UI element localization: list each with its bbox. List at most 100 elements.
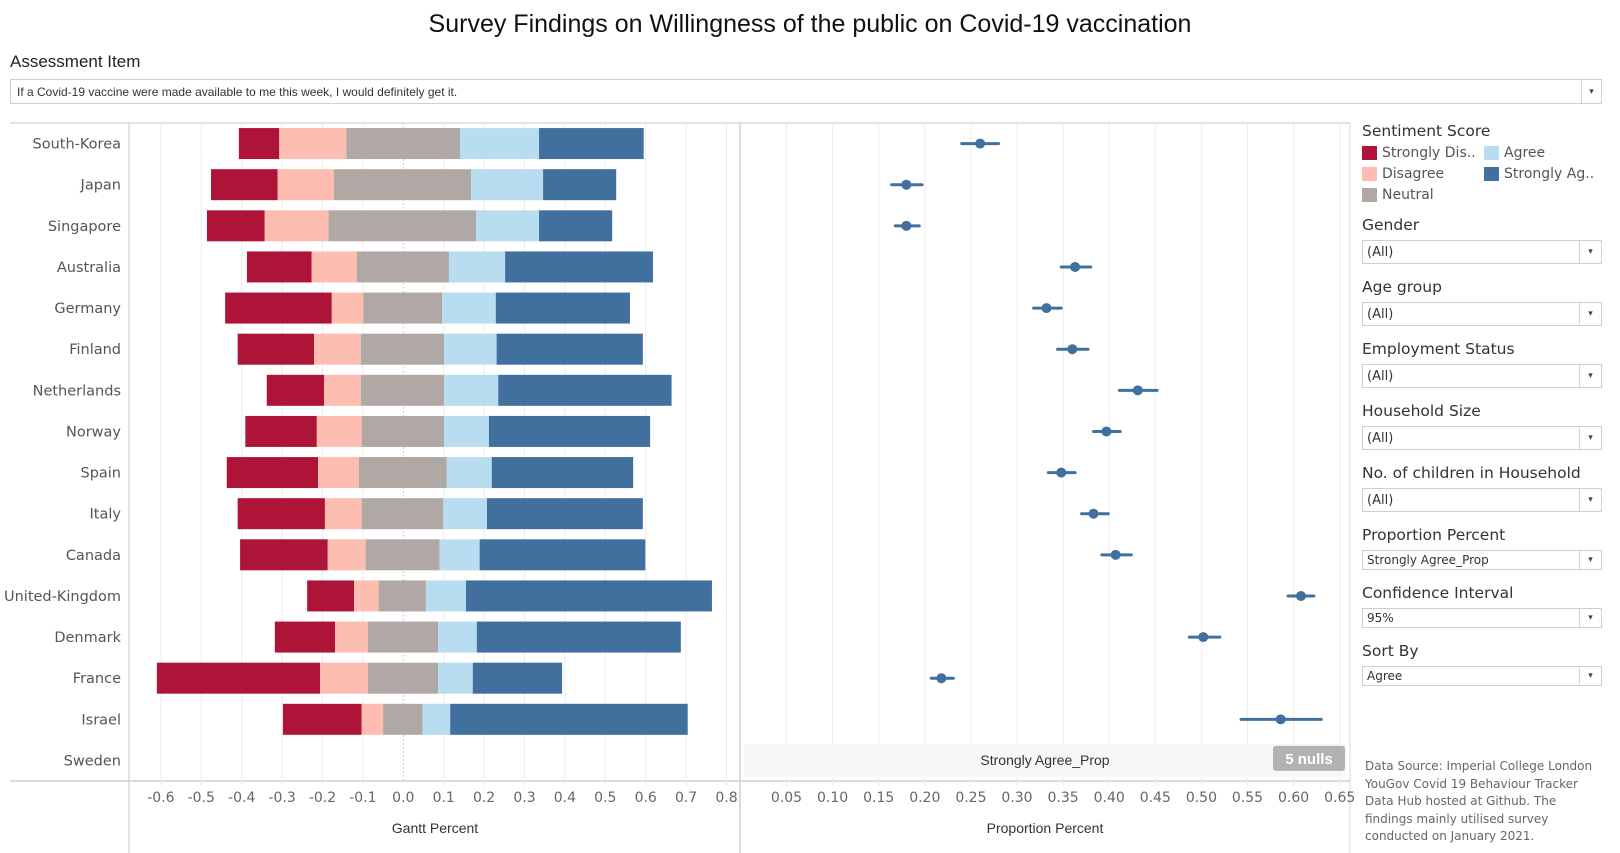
legend-item-disagree[interactable]: Disagree xyxy=(1362,164,1484,183)
bar-agree xyxy=(448,251,506,283)
assessment-item-label: Assessment Item xyxy=(10,52,141,71)
x-tick-label: 0.0 xyxy=(392,790,414,806)
dropdown-value: (All) xyxy=(1367,493,1394,508)
legend-item-strongly-disagree[interactable]: Strongly Dis.. xyxy=(1362,143,1484,162)
filter-household-size: Household Size (All) ▾ xyxy=(1362,402,1620,450)
bar-disagree xyxy=(311,251,357,283)
chevron-down-icon[interactable]: ▾ xyxy=(1579,489,1601,511)
bar-strongly-agree xyxy=(465,580,712,612)
bar-strongly-agree xyxy=(491,457,634,489)
bar-agree xyxy=(471,169,544,201)
ci-point xyxy=(1088,508,1099,519)
filter-proportion-percent: Proportion Percent Strongly Agree_Prop ▾ xyxy=(1362,526,1620,570)
bar-neutral xyxy=(367,662,439,694)
proportion-percent-dropdown[interactable]: Strongly Agree_Prop ▾ xyxy=(1362,550,1602,570)
bar-agree xyxy=(425,580,466,612)
null-band: Strongly Agree_Prop 5 nulls xyxy=(744,743,1346,777)
ci-point xyxy=(1132,385,1143,396)
sentiment-legend: Strongly Dis.. Agree Disagree Strongly A… xyxy=(1362,143,1620,204)
bar-disagree xyxy=(354,580,379,612)
bar-strongly-agree xyxy=(488,415,651,447)
legend-item-neutral[interactable]: Neutral xyxy=(1362,185,1484,204)
bar-neutral xyxy=(360,333,445,365)
chevron-down-icon[interactable]: ▾ xyxy=(1579,551,1601,569)
chevron-down-icon[interactable]: ▾ xyxy=(1579,667,1601,685)
ci-point xyxy=(1110,549,1121,560)
chevron-down-icon[interactable]: ▾ xyxy=(1579,365,1601,387)
bar-strongly-disagree xyxy=(240,539,328,571)
sidebar: Sentiment Score Strongly Dis.. Agree Dis… xyxy=(1362,122,1620,686)
measure-label: Strongly Agree_Prop xyxy=(980,752,1109,768)
bar-strongly-agree xyxy=(539,128,644,160)
bar-neutral xyxy=(346,128,461,160)
data-source-note: Data Source: Imperial College London You… xyxy=(1365,759,1593,843)
x-tick-label: 0.55 xyxy=(1232,790,1263,806)
bar-strongly-disagree xyxy=(206,210,265,242)
filter-confidence-interval: Confidence Interval 95% ▾ xyxy=(1362,584,1620,628)
age-group-dropdown[interactable]: (All) ▾ xyxy=(1362,302,1602,326)
bar-neutral xyxy=(361,498,444,530)
country-label: United-Kingdom xyxy=(4,589,121,605)
bar-strongly-agree xyxy=(495,292,630,324)
confidence-interval-dropdown[interactable]: 95% ▾ xyxy=(1362,608,1602,628)
chevron-down-icon[interactable]: ▾ xyxy=(1581,80,1601,103)
employment-status-dropdown[interactable]: (All) ▾ xyxy=(1362,364,1602,388)
bar-strongly-disagree xyxy=(237,498,325,530)
bar-strongly-disagree xyxy=(226,457,319,489)
bar-strongly-agree xyxy=(505,251,653,283)
legend-item-strongly-agree[interactable]: Strongly Ag.. xyxy=(1484,164,1614,183)
x-tick-label: -0.1 xyxy=(349,790,376,806)
ci-point xyxy=(901,179,912,190)
proportion-gridlines xyxy=(786,123,1341,786)
filter-title: Gender xyxy=(1362,216,1420,234)
country-label: Canada xyxy=(66,548,121,564)
dropdown-value: Agree xyxy=(1367,669,1403,683)
legend-swatch xyxy=(1484,166,1499,181)
filter-title: Proportion Percent xyxy=(1362,526,1506,544)
x-tick-label: -0.3 xyxy=(268,790,295,806)
gender-dropdown[interactable]: (All) ▾ xyxy=(1362,240,1602,264)
children-dropdown[interactable]: (All) ▾ xyxy=(1362,488,1602,512)
chevron-down-icon[interactable]: ▾ xyxy=(1579,427,1601,449)
country-label: Sweden xyxy=(64,753,121,769)
bar-agree xyxy=(443,498,487,530)
filter-sort-by: Sort By Agree ▾ xyxy=(1362,642,1620,686)
sort-by-dropdown[interactable]: Agree ▾ xyxy=(1362,666,1602,686)
bar-neutral xyxy=(383,703,423,735)
bar-agree xyxy=(442,292,496,324)
x-tick-label: 0.10 xyxy=(817,790,848,806)
chevron-down-icon[interactable]: ▾ xyxy=(1579,609,1601,627)
chevron-down-icon[interactable]: ▾ xyxy=(1579,303,1601,325)
ci-point xyxy=(1198,632,1209,643)
x-tick-label: 0.65 xyxy=(1324,790,1355,806)
x-tick-label: 0.25 xyxy=(955,790,986,806)
bar-strongly-disagree xyxy=(237,333,315,365)
bar-disagree xyxy=(361,703,384,735)
household-size-dropdown[interactable]: (All) ▾ xyxy=(1362,426,1602,450)
legend-label: Disagree xyxy=(1382,165,1445,182)
legend-item-agree[interactable]: Agree xyxy=(1484,143,1614,162)
country-label: Netherlands xyxy=(33,383,121,399)
x-tick-label: 0.20 xyxy=(909,790,940,806)
bar-strongly-agree xyxy=(496,333,643,365)
bar-strongly-disagree xyxy=(238,128,280,160)
ci-point xyxy=(1295,590,1306,601)
country-label: Italy xyxy=(90,507,122,523)
bar-neutral xyxy=(358,457,447,489)
bar-agree xyxy=(444,333,497,365)
nulls-badge-text: 5 nulls xyxy=(1285,751,1333,768)
chevron-down-icon[interactable]: ▾ xyxy=(1579,241,1601,263)
country-label: Spain xyxy=(80,466,121,482)
assessment-item-dropdown[interactable]: If a Covid-19 vaccine were made availabl… xyxy=(10,79,1602,104)
country-label: South-Korea xyxy=(33,137,121,153)
bar-neutral xyxy=(333,169,472,201)
x-tick-label: 0.35 xyxy=(1048,790,1079,806)
bar-strongly-agree xyxy=(479,539,646,571)
x-tick-label: 0.40 xyxy=(1094,790,1125,806)
country-label: Australia xyxy=(57,260,121,276)
nulls-badge xyxy=(1273,745,1345,771)
x-tick-label: 0.05 xyxy=(771,790,802,806)
dropdown-value: (All) xyxy=(1367,307,1394,322)
filter-age-group: Age group (All) ▾ xyxy=(1362,278,1620,326)
